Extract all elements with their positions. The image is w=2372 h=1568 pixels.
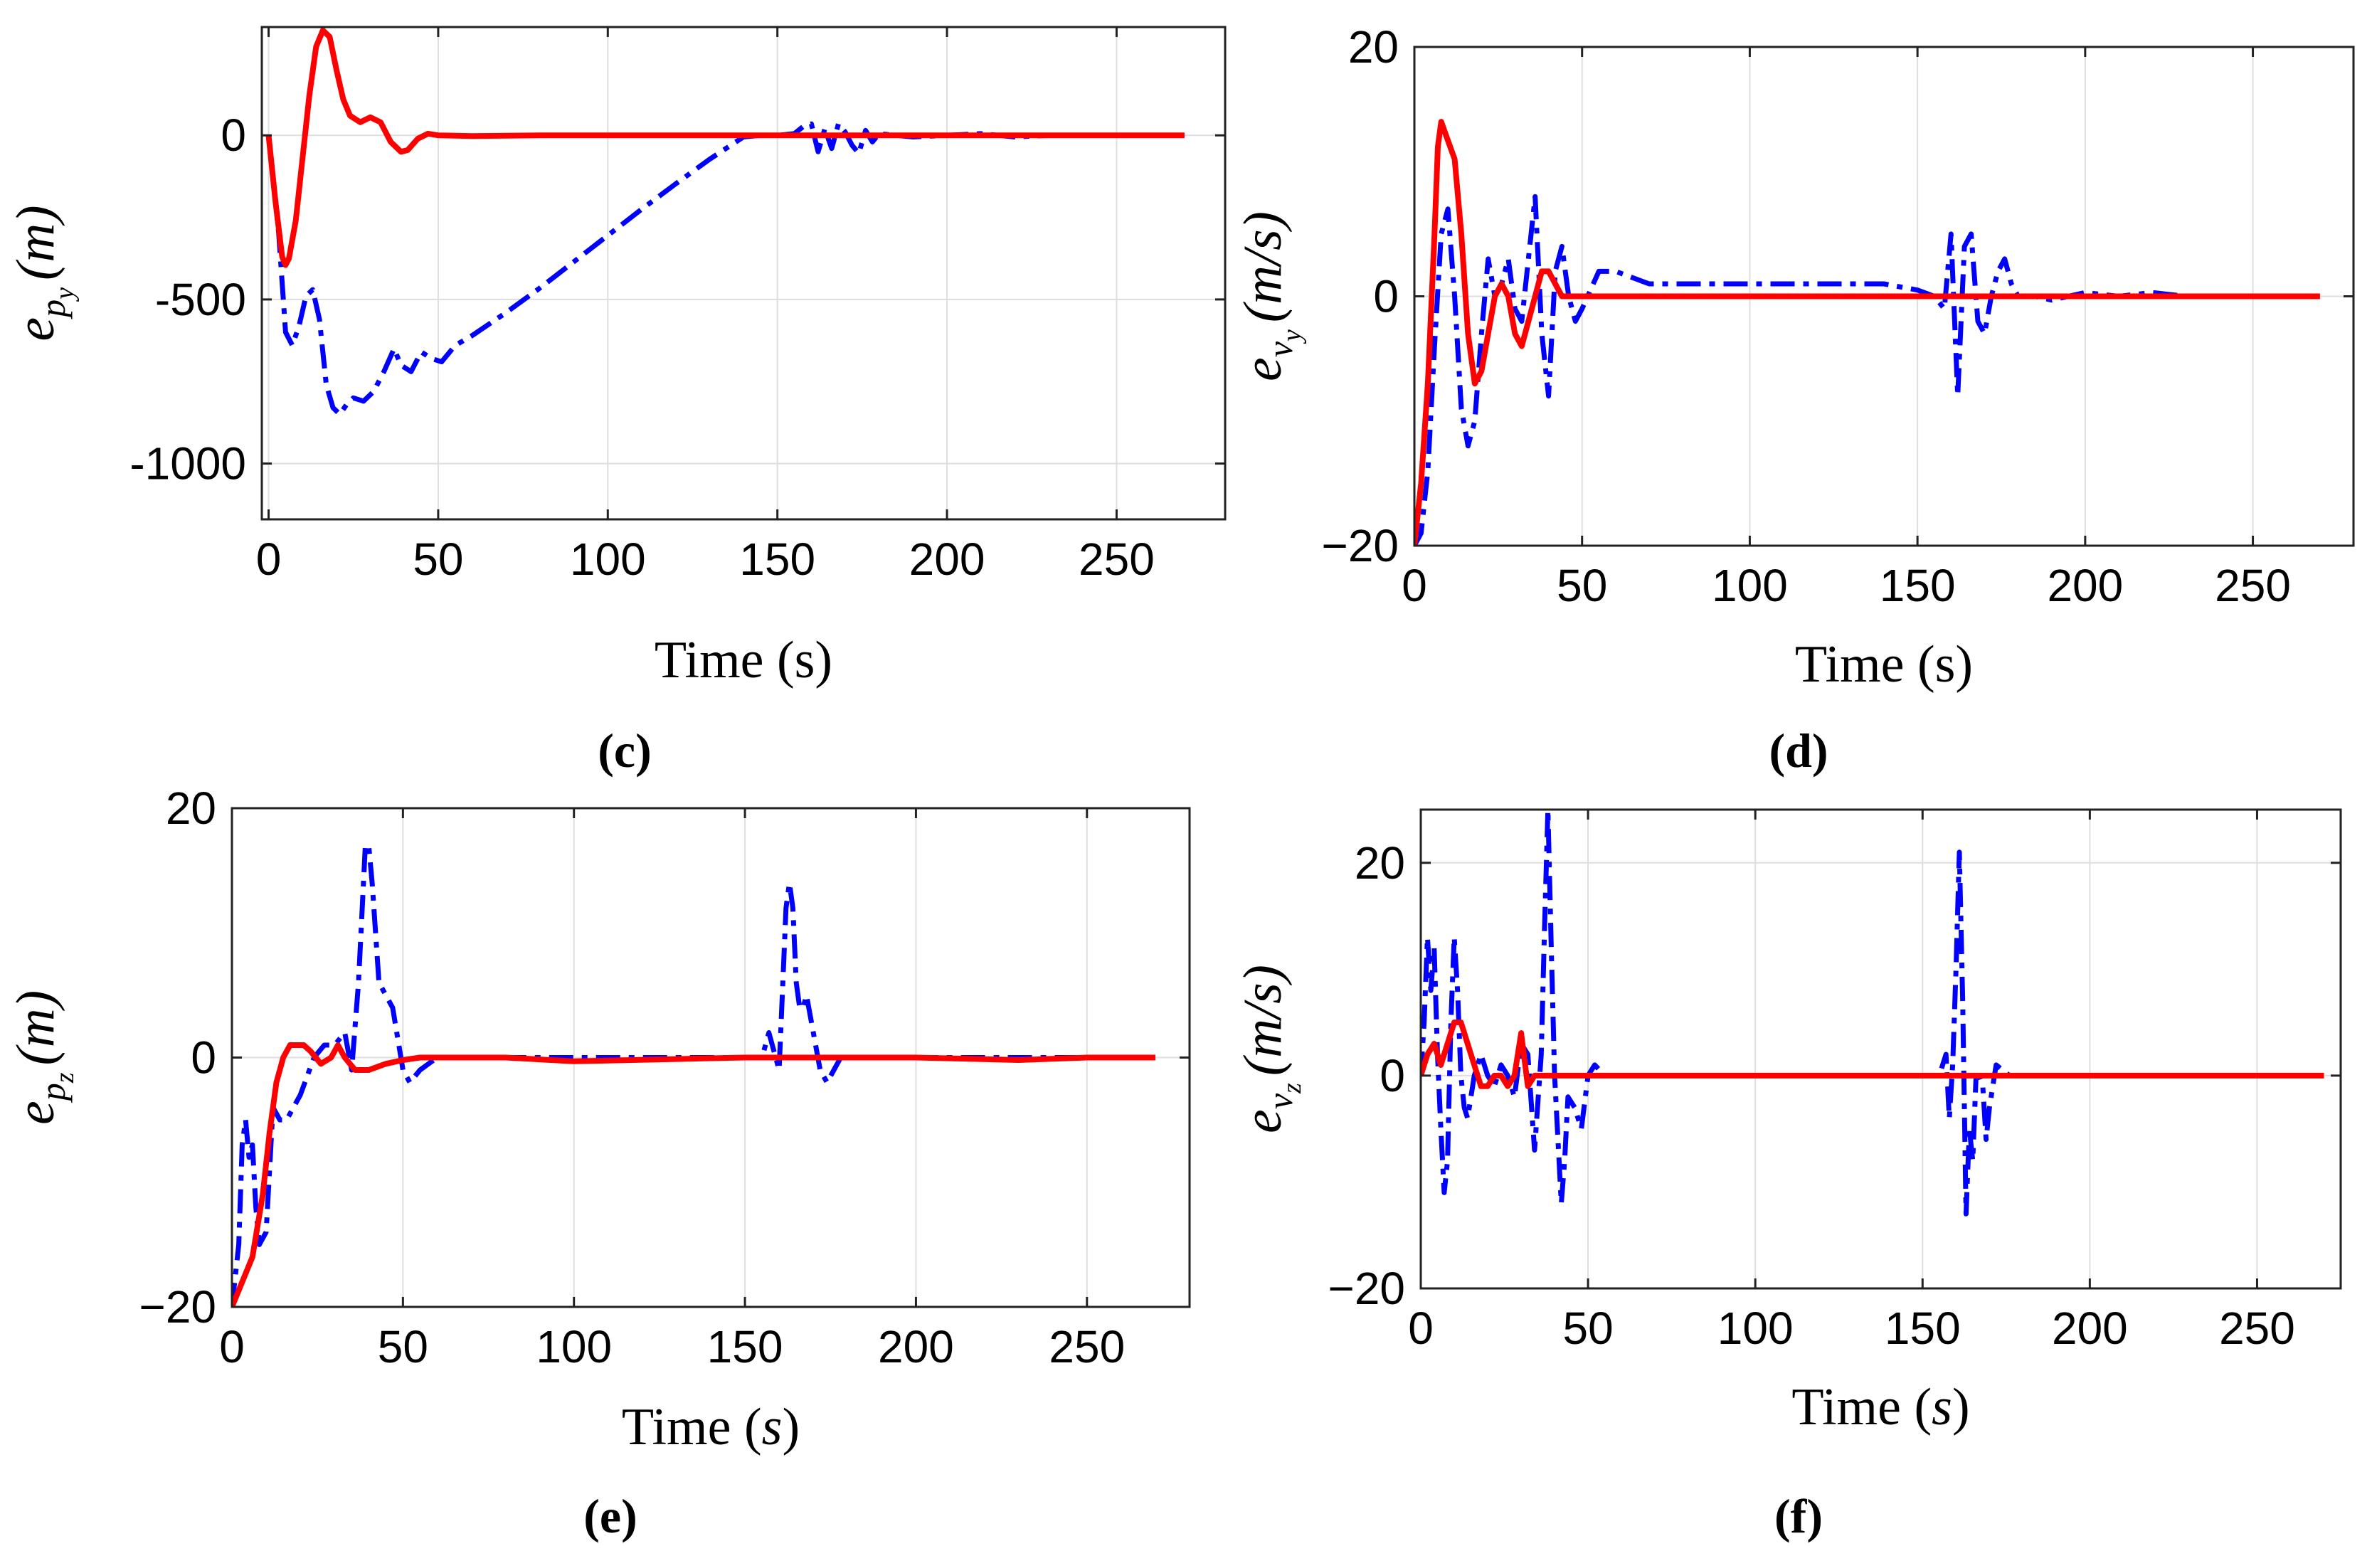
x-tick-label: 50 bbox=[1562, 1303, 1613, 1354]
axes-frame bbox=[260, 26, 1227, 521]
y-tick-label: 20 bbox=[166, 783, 216, 834]
x-tick-label: 250 bbox=[1079, 534, 1155, 585]
series-line-solid-red bbox=[265, 27, 1185, 268]
x-tick-label: 0 bbox=[256, 534, 282, 585]
y-tick-label: 0 bbox=[221, 110, 246, 161]
y-tick-label: 0 bbox=[191, 1032, 216, 1084]
y-tick-label: -1000 bbox=[129, 438, 246, 489]
y-tick-label: 0 bbox=[1380, 1050, 1405, 1101]
y-tick-label: 0 bbox=[1373, 271, 1399, 322]
x-tick-label: 200 bbox=[909, 534, 985, 585]
y-axis-label-sub: v bbox=[1260, 341, 1300, 357]
x-tick-label: 0 bbox=[1402, 560, 1427, 611]
x-tick-label: 250 bbox=[2215, 560, 2291, 611]
panel-caption: (c) bbox=[598, 724, 651, 778]
axes-frame bbox=[1419, 808, 2342, 1290]
y-axis-label: epz (m) bbox=[6, 990, 80, 1125]
series-group bbox=[265, 27, 1185, 417]
y-axis-label: evz (m/s) bbox=[1233, 965, 1307, 1133]
y-axis-label-subsub: z bbox=[50, 1072, 80, 1084]
y-tick-label: −20 bbox=[1321, 520, 1399, 571]
series-line-solid-red bbox=[1414, 119, 2320, 546]
x-tick-label: 0 bbox=[1408, 1303, 1434, 1354]
y-tick-label: −20 bbox=[139, 1281, 216, 1333]
y-axis-label-sub: p bbox=[33, 300, 73, 319]
x-tick-label: 200 bbox=[878, 1321, 954, 1372]
y-axis-label-symbol: e bbox=[6, 317, 65, 341]
x-axis-label-var: s bbox=[762, 1398, 783, 1456]
panel-caption: (d) bbox=[1769, 724, 1828, 778]
x-tick-label: 150 bbox=[1885, 1303, 1961, 1354]
panel-caption: (e) bbox=[583, 1489, 637, 1543]
y-axis-label-subsub: z bbox=[1277, 1083, 1307, 1094]
series-line-dashdot-blue bbox=[1414, 194, 2320, 546]
series-group bbox=[1421, 810, 2324, 1217]
x-tick-label: 100 bbox=[1712, 560, 1788, 611]
x-tick-label: 150 bbox=[739, 534, 815, 585]
x-tick-label: 0 bbox=[219, 1321, 245, 1372]
series-line-solid-red bbox=[232, 1042, 1155, 1307]
x-axis-label-close: ) bbox=[782, 1398, 800, 1456]
y-axis-label-symbol: e bbox=[1233, 357, 1293, 381]
x-axis-label-main: Time bbox=[622, 1398, 731, 1456]
series-group bbox=[232, 843, 1155, 1307]
y-axis-label-subsub: y bbox=[50, 287, 80, 302]
y-axis-label-unit: (m/s) bbox=[1233, 965, 1293, 1076]
x-tick-label: 250 bbox=[1049, 1321, 1125, 1372]
series-line-dashdot-blue bbox=[232, 843, 1155, 1307]
series-line-dashdot-blue bbox=[266, 121, 1185, 417]
x-tick-label: 250 bbox=[2219, 1303, 2295, 1354]
x-axis-label: Time (s) bbox=[1791, 1378, 1969, 1436]
y-axis-label-subsub: y bbox=[1277, 329, 1307, 344]
y-axis-label-unit: (m/s) bbox=[1233, 211, 1293, 322]
x-tick-label: 50 bbox=[413, 534, 463, 585]
x-axis-label-close: ) bbox=[1952, 1378, 1970, 1436]
x-tick-label: 100 bbox=[570, 534, 646, 585]
x-tick-label: 100 bbox=[536, 1321, 612, 1372]
series-line-dashdot-blue bbox=[1421, 810, 2324, 1217]
y-tick-label: 20 bbox=[1355, 837, 1405, 889]
x-tick-label: 200 bbox=[2047, 560, 2123, 611]
series-group bbox=[1414, 119, 2320, 546]
series-line-solid-red bbox=[1421, 1019, 2324, 1089]
chart-panel-c: 0 50 100 150 200 250 0 -500 -1000 Time (s) epy (m) (… bbox=[6, 26, 1227, 778]
panel-caption: (f) bbox=[1774, 1489, 1823, 1543]
x-axis-label: Time (s) bbox=[622, 1398, 800, 1456]
y-axis-label-sub: p bbox=[33, 1083, 73, 1103]
y-axis-label-unit: (m) bbox=[6, 990, 65, 1066]
y-axis-label-symbol: e bbox=[6, 1101, 65, 1125]
x-axis-label: Time (s) bbox=[1795, 635, 1973, 694]
y-axis-label-unit: (m) bbox=[6, 205, 65, 280]
y-axis-label: evy (m/s) bbox=[1233, 211, 1307, 381]
y-axis-label-sub: v bbox=[1260, 1093, 1300, 1109]
x-axis-label-open: ( bbox=[1901, 1378, 1932, 1436]
x-axis-label-open: ( bbox=[731, 1398, 761, 1456]
y-tick-label: -500 bbox=[155, 274, 246, 325]
x-tick-label: 100 bbox=[1717, 1303, 1794, 1354]
x-tick-label: 150 bbox=[707, 1321, 783, 1372]
x-axis-label-var: s bbox=[1932, 1378, 1952, 1436]
x-axis-label: Time (s) bbox=[655, 631, 832, 689]
y-axis-label: epy (m) bbox=[6, 205, 80, 341]
x-tick-label: 50 bbox=[1557, 560, 1607, 611]
x-tick-label: 50 bbox=[378, 1321, 428, 1372]
x-tick-label: 200 bbox=[2052, 1303, 2128, 1354]
x-tick-label: 150 bbox=[1880, 560, 1956, 611]
y-axis-label-symbol: e bbox=[1233, 1109, 1293, 1133]
y-tick-label: 20 bbox=[1348, 21, 1399, 73]
y-tick-label: −20 bbox=[1328, 1263, 1405, 1314]
x-axis-label-main: Time bbox=[1791, 1378, 1901, 1436]
